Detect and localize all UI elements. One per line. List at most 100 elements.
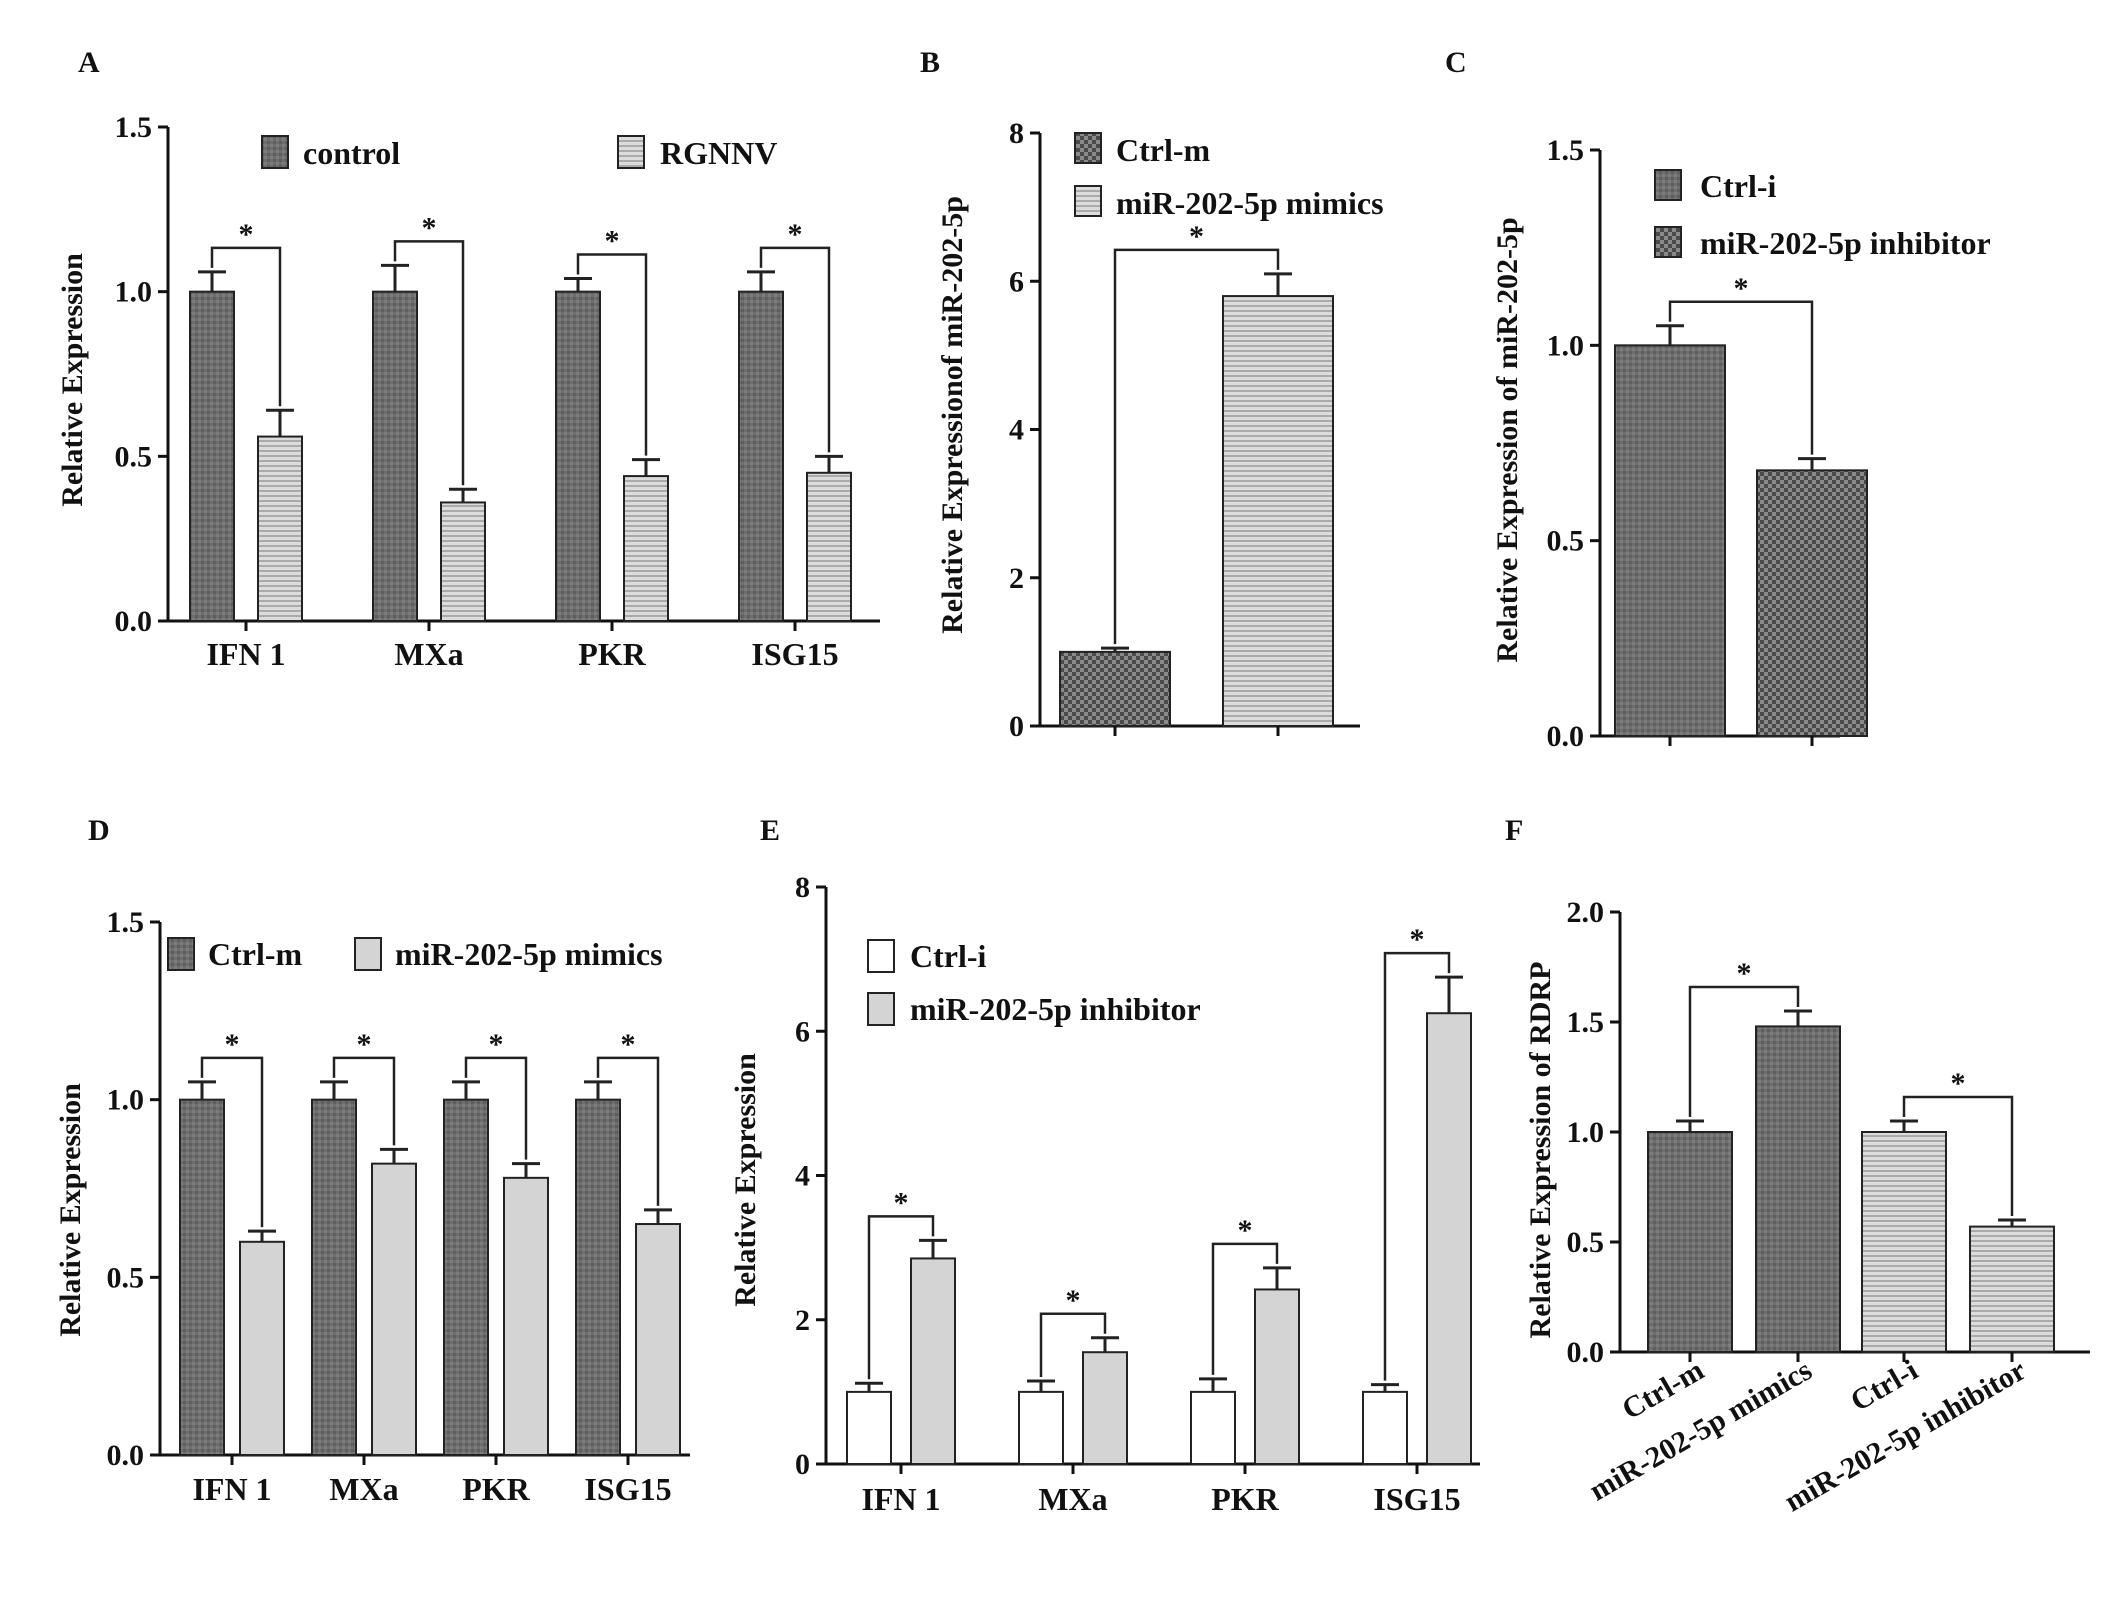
panel-d-ylabel: Relative Expression xyxy=(54,1083,87,1337)
panel-a-bar xyxy=(257,435,303,622)
panel-e-y-tick-label: 2 xyxy=(795,1304,810,1337)
panel-a: Relative Expression control RGNNV xyxy=(56,135,777,507)
panel-a-category-label: IFN 1 xyxy=(206,636,285,672)
panel-e-category-label: PKR xyxy=(1211,1481,1279,1517)
panel-a-bar xyxy=(555,290,601,622)
panel-c-significance-star: * xyxy=(1734,272,1749,305)
panel-label-c: C xyxy=(1445,46,1467,79)
panel-d-category-label: ISG15 xyxy=(584,1471,671,1507)
panel-e-legend-ctrl-i: Ctrl-i xyxy=(910,938,987,974)
panel-e-y-tick-label: 6 xyxy=(795,1015,810,1048)
panel-d-significance-star: * xyxy=(489,1028,504,1061)
panel-a-legend-rgnnv: RGNNV xyxy=(660,135,777,171)
panel-a-significance-star: * xyxy=(422,211,437,244)
panel-f-y-tick-label: 1.5 xyxy=(1567,1006,1605,1039)
panel-c-legend-swatch-ctrl-i xyxy=(1654,169,1682,201)
panel-e-y-tick-label: 0 xyxy=(795,1448,810,1481)
panel-a-significance-bracket xyxy=(576,253,648,456)
panel-d-bar xyxy=(311,1098,357,1456)
panel-c-bar xyxy=(1614,344,1726,737)
panel-a-bar xyxy=(372,290,418,622)
panel-d-bar xyxy=(239,1240,285,1457)
panel-e-bar xyxy=(1254,1288,1300,1466)
panel-d-legend-mimics: miR-202-5p mimics xyxy=(395,936,663,972)
panel-b-significance-star: * xyxy=(1189,220,1204,253)
panel-c: Relative Expression of miR-202-5p Ctrl-i… xyxy=(1491,168,1991,663)
panel-a-significance-star: * xyxy=(239,218,254,251)
panel-b-legend-ctrl-m: Ctrl-m xyxy=(1116,132,1211,168)
panel-a-y-tick-label: 0.5 xyxy=(115,440,153,473)
panel-c-legend: Ctrl-i miR-202-5p inhibitor xyxy=(1654,168,1991,261)
panel-c-y-tick-label: 1.5 xyxy=(1547,134,1585,167)
panel-d-significance-bracket xyxy=(200,1056,264,1228)
panel-c-ylabel: Relative Expression of miR-202-5p xyxy=(1491,217,1524,662)
panel-d-category-label: MXa xyxy=(329,1471,398,1507)
panel-b-legend-mimics: miR-202-5p mimics xyxy=(1116,185,1384,221)
panel-e-category-label: ISG15 xyxy=(1373,1481,1460,1517)
panel-f-bar xyxy=(1861,1131,1947,1353)
panel-d-plot: 0.0 0.5 1.0 1.5 IFN 1 MXa PKR ISG15 * * * * xyxy=(107,906,690,1507)
panel-e-category-label: IFN 1 xyxy=(861,1481,940,1517)
panel-b-y-tick-label: 8 xyxy=(1009,117,1024,150)
panel-b-plot: 0 2 4 6 8 * xyxy=(1009,117,1360,743)
panel-f-bar xyxy=(1755,1025,1841,1354)
panel-d-bar xyxy=(371,1162,417,1457)
panel-a-category-label: PKR xyxy=(578,636,646,672)
panel-a-bar xyxy=(189,290,235,622)
panel-f-y-tick-label: 1.0 xyxy=(1567,1116,1605,1149)
panel-e-significance-star: * xyxy=(1410,923,1425,956)
panel-a-ylabel: Relative Expression xyxy=(56,253,89,507)
panel-c-y-tick-label: 0.5 xyxy=(1547,525,1585,558)
panel-e-significance-bracket xyxy=(1383,951,1451,1381)
panel-a-legend-swatch-control xyxy=(261,135,289,169)
panel-f-significance-bracket xyxy=(1688,985,1800,1117)
panel-e-legend-swatch-ctrl-i xyxy=(867,939,895,973)
panel-a-legend-swatch-rgnnv xyxy=(617,135,645,169)
panel-d-significance-bracket xyxy=(332,1056,396,1146)
panel-b: Relative Expressionof miR-202-5p Ctrl-m … xyxy=(936,132,1384,634)
panel-f-significance-star: * xyxy=(1951,1067,1966,1100)
panel-d-significance-star: * xyxy=(225,1028,240,1061)
panel-e-y-tick-label: 4 xyxy=(795,1160,810,1193)
panel-d-significance-star: * xyxy=(357,1028,372,1061)
panel-b-legend-swatch-mimics xyxy=(1074,185,1102,217)
panel-f-significance-star: * xyxy=(1737,957,1752,990)
panel-c-significance-bracket xyxy=(1668,300,1814,455)
panel-e-y-tick-label: 8 xyxy=(795,871,810,904)
panel-f-bar xyxy=(1647,1131,1733,1353)
panel-label-b: B xyxy=(920,46,940,79)
panel-d-significance-bracket xyxy=(464,1056,528,1160)
panel-c-y-tick-label: 0.0 xyxy=(1547,720,1585,753)
panel-e-significance-star: * xyxy=(894,1186,909,1219)
panel-e-legend: Ctrl-i miR-202-5p inhibitor xyxy=(867,938,1201,1027)
panel-b-legend-swatch-ctrl-m xyxy=(1074,132,1102,164)
panel-b-y-tick-label: 4 xyxy=(1009,414,1024,447)
plots: 0.0 0.5 1.0 1.5 IFN 1 MXa PKR ISG15 * * * * 0 2 4 6 8 * 0.… xyxy=(107,111,2090,1518)
panel-label-a: A xyxy=(78,46,100,79)
panel-d-significance-bracket xyxy=(596,1056,660,1206)
panel-d: Relative Expression Ctrl-m miR-202-5p mi… xyxy=(54,936,663,1337)
panel-e-significance-bracket xyxy=(867,1215,935,1380)
panel-f-ylabel: Relative Expression of RDRP xyxy=(1524,962,1557,1339)
panel-d-y-tick-label: 1.0 xyxy=(107,1084,145,1117)
panel-f-y-tick-label: 2.0 xyxy=(1567,896,1605,929)
panel-e-category-label: MXa xyxy=(1038,1481,1107,1517)
panel-c-legend-ctrl-i: Ctrl-i xyxy=(1700,168,1777,204)
panel-label-f: F xyxy=(1505,814,1523,847)
panel-a-legend-control: control xyxy=(303,135,400,171)
panel-a-significance-star: * xyxy=(605,224,620,257)
panel-d-bar xyxy=(575,1098,621,1456)
panel-a-y-tick-label: 1.5 xyxy=(115,111,153,144)
panel-e-plot: 0 2 4 6 8 IFN 1 MXa PKR ISG15 * * * * xyxy=(795,871,1480,1517)
panel-a-bar xyxy=(738,290,784,622)
panel-e-bar xyxy=(1190,1390,1236,1465)
panel-a-legend: control RGNNV xyxy=(261,135,777,171)
panel-b-ylabel: Relative Expressionof miR-202-5p xyxy=(936,196,969,634)
panel-label-e: E xyxy=(760,814,780,847)
panel-c-legend-inhibitor: miR-202-5p inhibitor xyxy=(1700,225,1991,261)
panel-d-legend-swatch-mimics xyxy=(354,937,382,971)
panel-a-plot: 0.0 0.5 1.0 1.5 IFN 1 MXa PKR ISG15 * * * * xyxy=(115,111,880,672)
panel-c-legend-swatch-inhibitor xyxy=(1654,226,1682,258)
panel-e-significance-star: * xyxy=(1066,1284,1081,1317)
